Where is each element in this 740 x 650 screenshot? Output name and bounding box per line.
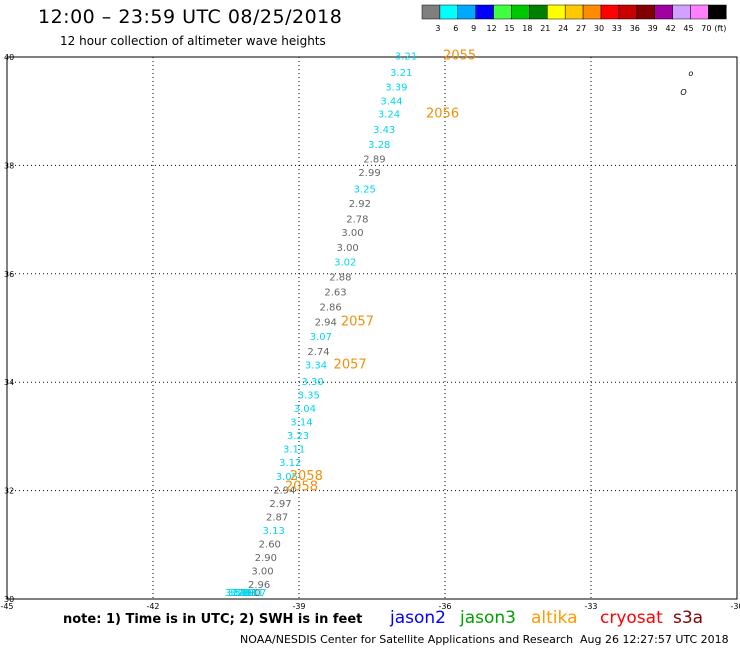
footer-source: NOAA/NESDIS Center for Satellite Applica… <box>240 633 574 646</box>
swh-data-point: 3.13 <box>263 526 285 537</box>
swh-data-point: 3.21 <box>395 52 417 63</box>
swh-data-point: 3.14 <box>290 418 312 429</box>
footer-timestamp: Aug 26 12:27:57 UTC 2018 <box>580 633 729 646</box>
swh-data-point: 3.28 <box>227 588 249 599</box>
pass-number-label: 2056 <box>426 107 459 122</box>
swh-data-point: 3.43 <box>373 125 395 136</box>
satellite-legend-cryosat: cryosat <box>600 608 663 628</box>
color-scale-label: 9 <box>471 24 476 33</box>
swh-data-point: 3.12 <box>279 458 301 469</box>
color-scale-label: 15 <box>504 24 514 33</box>
x-tick-label: -30 <box>730 602 740 611</box>
y-tick-label: 34 <box>4 378 14 387</box>
swh-data-point: 2.89 <box>363 155 385 166</box>
pass-number-label: 2057 <box>334 358 367 373</box>
satellite-legend-jason3: jason3 <box>460 608 516 628</box>
swh-data-point: 2.90 <box>238 588 260 599</box>
color-scale-label: 45 <box>683 24 693 33</box>
color-scale-label: 3 <box>435 24 440 33</box>
swh-data-point: 3.30 <box>301 377 323 388</box>
x-tick-label: -39 <box>292 602 305 611</box>
swh-data-point: 2.94 <box>315 317 337 328</box>
color-scale-label: 6 <box>453 24 458 33</box>
satellite-legend-s3a: s3a <box>673 608 704 628</box>
swh-data-point: 3.11 <box>242 588 264 599</box>
color-scale-label: 24 <box>558 24 568 33</box>
x-tick-label: -42 <box>146 602 159 611</box>
color-scale-label: 21 <box>540 24 550 33</box>
page-title: 12:00 – 23:59 UTC 08/25/2018 <box>38 6 343 28</box>
pass-number-label: 2055 <box>443 49 476 64</box>
swh-data-point: 2.94 <box>273 485 295 496</box>
swh-data-point: 3.54 <box>225 588 247 599</box>
satellite-legend-altika: altika <box>531 608 578 628</box>
swh-data-point: 3.34 <box>305 361 327 372</box>
swh-data-point: 2.60 <box>259 540 281 551</box>
swh-data-point: 3.49 <box>229 588 251 599</box>
y-tick-label: 30 <box>4 595 14 604</box>
swh-data-point: 2.97 <box>269 499 291 510</box>
pass-number-label: 2058 <box>285 480 318 495</box>
island-marker: o <box>688 69 693 78</box>
swh-data-point: 2.92 <box>349 199 371 210</box>
x-tick-label: -45 <box>0 602 13 611</box>
plot-frame <box>6 56 738 600</box>
x-tick-label: -36 <box>438 602 451 611</box>
color-scale-bar: 3 6 9 12 15 18 21 24 27 30 33 36 39 42 45 70 (ft) <box>421 4 727 33</box>
color-scale-label: (ft) <box>714 24 726 33</box>
swh-data-point: 2.99 <box>358 168 380 179</box>
swh-data-point: 2.78 <box>346 214 368 225</box>
swh-data-point: 2.74 <box>307 347 329 358</box>
swh-data-point: 2.86 <box>320 303 342 314</box>
swh-data-point: 2.63 <box>324 287 346 298</box>
color-scale-label: 18 <box>522 24 532 33</box>
color-scale-label: 36 <box>630 24 640 33</box>
swh-data-point: 3.33 <box>234 588 256 599</box>
swh-data-point: 2.90 <box>255 553 277 564</box>
y-tick-label: 40 <box>4 53 14 62</box>
swh-data-point: 3.00 <box>251 567 273 578</box>
color-scale-label: 33 <box>612 24 622 33</box>
footnote: note: 1) Time is in UTC; 2) SWH is in fe… <box>63 612 363 627</box>
satellite-legend-jason2: jason2 <box>390 608 446 628</box>
color-swatch <box>708 4 727 20</box>
x-tick-label: -33 <box>584 602 597 611</box>
swh-data-point: 3.28 <box>368 140 390 151</box>
swh-data-point: 3.21 <box>390 68 412 79</box>
swh-data-point: 3.39 <box>385 83 407 94</box>
swh-data-point: 3.24 <box>378 110 400 121</box>
page-subtitle: 12 hour collection of altimeter wave hei… <box>60 34 326 48</box>
swh-data-point: 3.25 <box>354 185 376 196</box>
swh-data-point: 3.00 <box>341 228 363 239</box>
y-tick-label: 32 <box>4 487 14 496</box>
swh-data-point: 3.35 <box>298 390 320 401</box>
color-scale-label: 27 <box>576 24 586 33</box>
island-marker: O <box>680 88 686 97</box>
pass-number-label: 2058 <box>290 469 323 484</box>
swh-data-point: 2.96 <box>248 580 270 591</box>
swh-data-point: 2.87 <box>266 512 288 523</box>
swh-data-point: 3.11 <box>283 445 305 456</box>
swh-data-point: 2.88 <box>329 272 351 283</box>
swh-data-point: 3.32 <box>232 588 254 599</box>
swh-data-point: 3.05 <box>276 472 298 483</box>
swh-data-point: 3.04 <box>294 404 316 415</box>
swh-data-point: 3.23 <box>287 431 309 442</box>
swh-data-point: 3.02 <box>334 258 356 269</box>
color-scale-label: 42 <box>666 24 676 33</box>
color-scale-label: 12 <box>487 24 497 33</box>
swh-data-point: 3.00 <box>337 243 359 254</box>
swh-data-point: 3.17 <box>244 588 266 599</box>
color-scale-label: 39 <box>648 24 658 33</box>
color-scale-label: 30 <box>594 24 604 33</box>
swh-data-point: 3.44 <box>380 97 402 108</box>
swh-data-point: 3.07 <box>310 332 332 343</box>
y-tick-label: 38 <box>4 161 14 170</box>
y-tick-label: 36 <box>4 270 14 279</box>
pass-number-label: 2057 <box>341 314 374 329</box>
color-scale-label: 70 <box>701 24 711 33</box>
